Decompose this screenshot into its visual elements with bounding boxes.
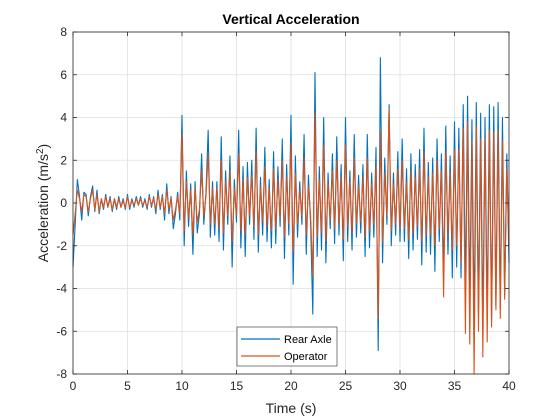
y-tick-label: -4 bbox=[56, 282, 67, 296]
y-tick-label: 6 bbox=[60, 68, 67, 82]
y-axis-label-main: Acceleration (m/s bbox=[35, 154, 51, 262]
y-tick-label: 0 bbox=[60, 196, 67, 210]
y-tick-label: -2 bbox=[56, 239, 67, 253]
x-tick-label: 5 bbox=[124, 379, 131, 393]
legend-label-rear-axle: Rear Axle bbox=[284, 334, 332, 346]
y-tick-label: 2 bbox=[60, 153, 67, 167]
y-axis-label-superscript: 2 bbox=[35, 148, 46, 154]
x-tick-label: 20 bbox=[284, 379, 298, 393]
x-tick-label: 25 bbox=[339, 379, 353, 393]
chart-title: Vertical Acceleration bbox=[222, 11, 359, 27]
x-tick-labels: 0 5 10 15 20 25 30 35 40 bbox=[70, 379, 516, 393]
x-axis-label: Time (s) bbox=[266, 400, 317, 416]
x-tick-label: 15 bbox=[230, 379, 244, 393]
x-tick-label: 10 bbox=[175, 379, 189, 393]
x-tick-label: 30 bbox=[393, 379, 407, 393]
y-tick-label: -6 bbox=[56, 324, 67, 338]
y-axis-label-tail: ) bbox=[35, 144, 51, 149]
x-tick-label: 35 bbox=[448, 379, 462, 393]
y-tick-label: -8 bbox=[56, 367, 67, 381]
legend-label-operator: Operator bbox=[284, 351, 328, 363]
x-tick-label: 0 bbox=[70, 379, 77, 393]
series-line-operator bbox=[72, 108, 510, 375]
y-tick-label: 4 bbox=[60, 111, 67, 125]
y-tick-label: 8 bbox=[60, 25, 67, 39]
y-axis-label: Acceleration (m/s2) bbox=[35, 144, 51, 262]
legend-box bbox=[236, 326, 338, 367]
ticks bbox=[72, 31, 510, 375]
x-tick-label: 40 bbox=[502, 379, 516, 393]
legend: Rear Axle Operator bbox=[236, 326, 338, 367]
series-group bbox=[72, 57, 510, 375]
y-tick-labels: -8 -6 -4 -2 0 2 4 6 8 bbox=[56, 25, 67, 381]
